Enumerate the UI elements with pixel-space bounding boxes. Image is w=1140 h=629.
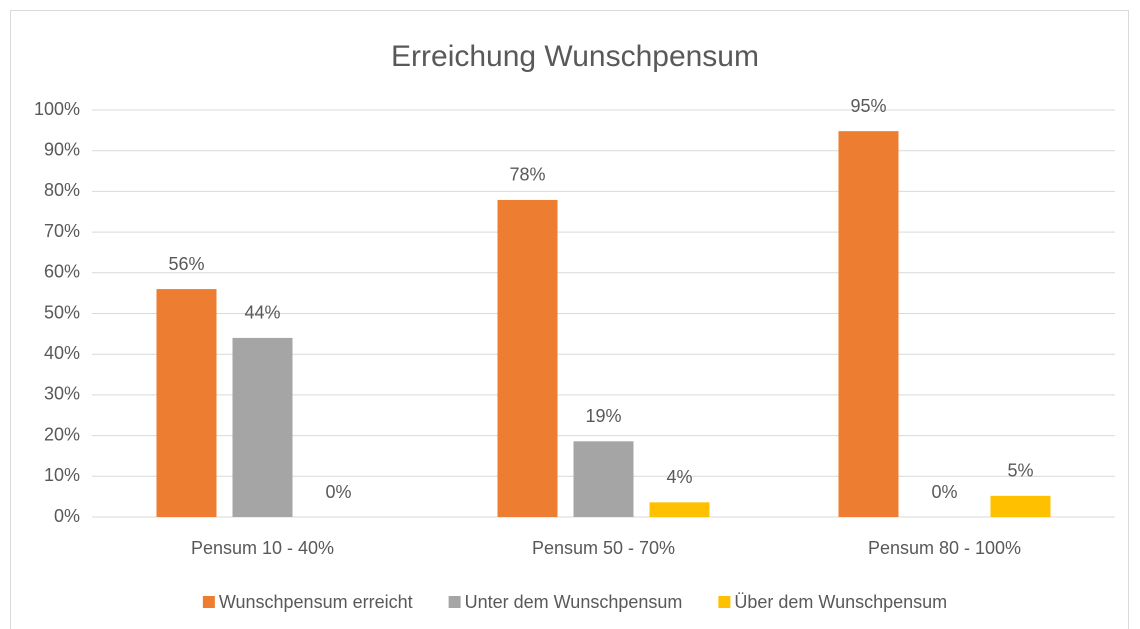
x-tick-label: Pensum 80 - 100% [868,538,1021,558]
legend-swatch [718,596,731,608]
legend-label: Über dem Wunschpensum [734,592,947,612]
data-label: 5% [1007,461,1033,481]
y-tick-label: 50% [44,302,80,322]
data-label: 56% [168,254,204,274]
data-label: 0% [931,482,957,502]
y-tick-label: 30% [44,384,80,404]
y-tick-label: 90% [44,139,80,159]
bar [232,337,293,517]
bar [649,502,710,517]
y-tick-label: 0% [54,506,80,526]
bar [156,289,217,517]
x-tick-label: Pensum 10 - 40% [191,538,334,558]
y-tick-label: 40% [44,343,80,363]
legend-label: Wunschpensum erreicht [219,592,413,612]
y-tick-label: 100% [34,99,80,119]
y-tick-label: 60% [44,262,80,282]
bar [497,199,558,517]
y-tick-label: 70% [44,221,80,241]
legend-label: Unter dem Wunschpensum [465,592,683,612]
data-label: 95% [850,96,886,116]
data-label: 44% [244,303,280,323]
y-tick-label: 10% [44,465,80,485]
legend-swatch [448,596,461,608]
x-tick-label: Pensum 50 - 70% [532,538,675,558]
legend-swatch [202,596,215,608]
bar [838,131,899,517]
data-label: 78% [509,165,545,185]
y-tick-label: 80% [44,180,80,200]
bar [990,495,1051,517]
bar [573,441,634,517]
chart-title: Erreichung Wunschpensum [391,40,759,73]
y-tick-label: 20% [44,424,80,444]
data-label: 4% [666,467,692,487]
data-label: 0% [325,482,351,502]
data-label: 19% [585,406,621,426]
